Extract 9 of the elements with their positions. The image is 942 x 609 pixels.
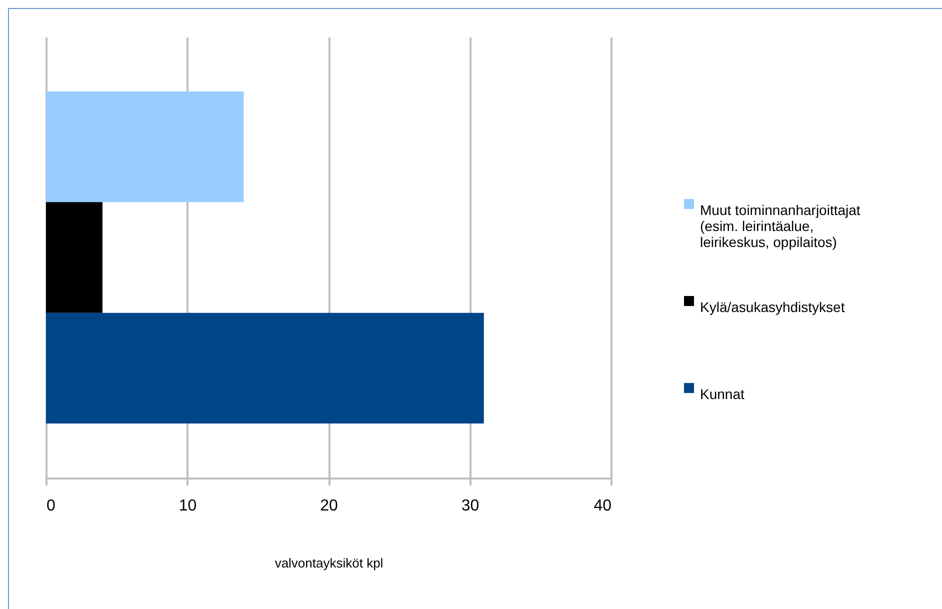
x-axis-title: valvontayksiköt kpl bbox=[274, 556, 384, 570]
legend-label: Kunnat bbox=[700, 386, 744, 402]
legend-label: Kylä/asukasyhdistykset bbox=[700, 299, 845, 315]
legend-label: Muut toiminnanharjoittajat (esim. leirintäalue, leirikeskus, oppilaitos) bbox=[700, 202, 860, 250]
x-tick-label: 30 bbox=[461, 498, 480, 514]
x-tick-label: 0 bbox=[46, 498, 56, 514]
x-tick-label: 10 bbox=[178, 498, 197, 514]
x-tick-label: 20 bbox=[320, 498, 338, 514]
x-tick-label: 40 bbox=[594, 498, 612, 514]
